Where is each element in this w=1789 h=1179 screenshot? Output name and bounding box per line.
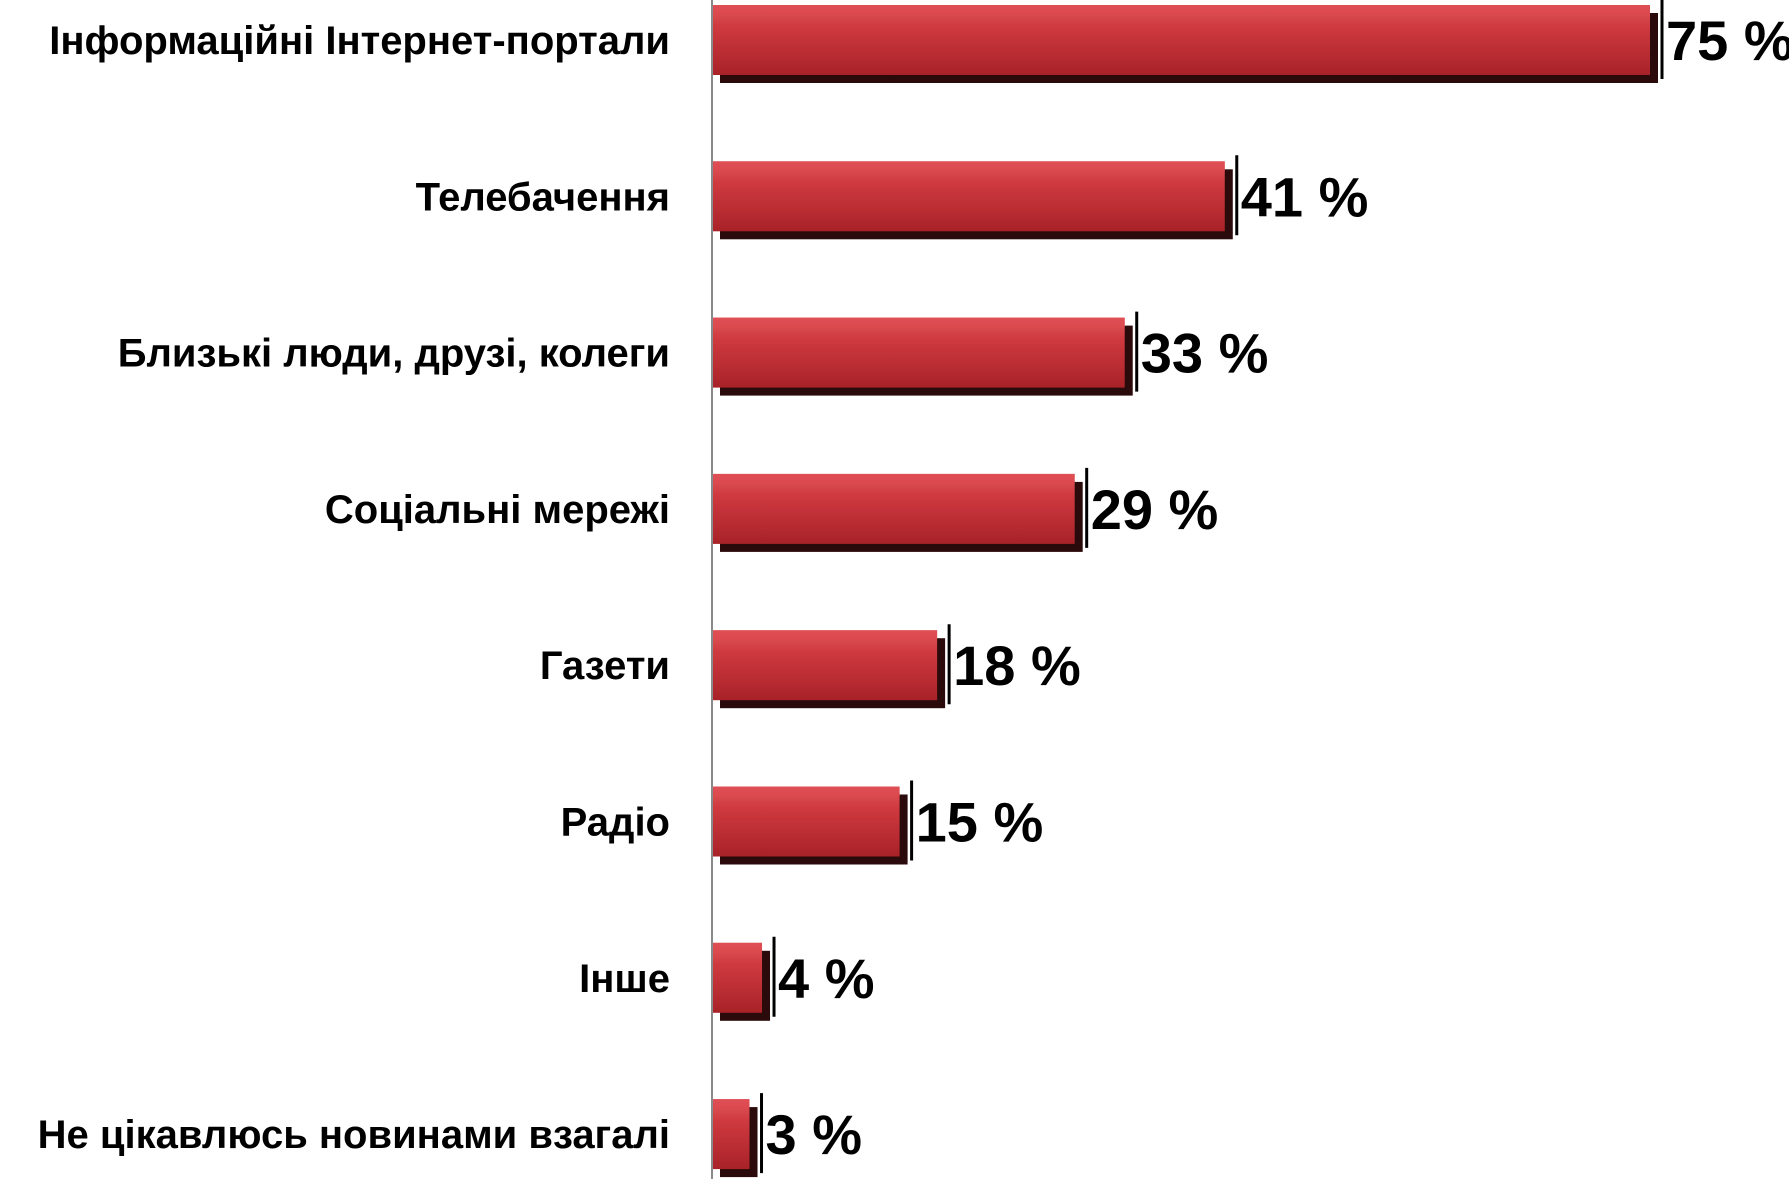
bar-highlight (712, 317, 1125, 328)
bar (712, 5, 1650, 75)
bars-layer (712, 5, 1658, 1178)
category-label: Не цікавлюсь новинами взагалі (38, 1113, 670, 1157)
data-label: 18 % (953, 634, 1081, 697)
bar-highlight (712, 942, 763, 953)
bar-highlight (712, 5, 1650, 15)
bar-highlight (712, 473, 1075, 484)
category-label: Телебачення (416, 175, 670, 219)
bar-highlight (712, 161, 1225, 172)
category-label: Близькі люди, друзі, колеги (118, 332, 670, 376)
data-label: 3 % (766, 1103, 863, 1166)
data-label: 15 % (916, 791, 1044, 854)
category-label: Радіо (561, 801, 670, 845)
data-label: 41 % (1241, 165, 1369, 228)
category-label: Газети (540, 644, 670, 688)
bar-highlight (712, 630, 938, 641)
data-label: 4 % (778, 947, 875, 1010)
bar (712, 1099, 750, 1170)
category-label: Інформаційні Інтернет-портали (49, 19, 670, 63)
bar-highlight (712, 1099, 750, 1110)
bar (712, 473, 1075, 544)
bar (712, 942, 763, 1013)
category-label: Інше (579, 957, 670, 1001)
data-label: 33 % (1141, 322, 1269, 385)
bar (712, 317, 1125, 388)
data-label: 29 % (1091, 478, 1219, 541)
bar (712, 630, 938, 701)
bar (712, 786, 900, 857)
category-label: Соціальні мережі (325, 488, 670, 532)
bar-highlight (712, 786, 900, 797)
data-label: 75 % (1666, 9, 1789, 72)
labels-layer: Інформаційні Інтернет-портали 75 % Телебач… (38, 0, 1789, 1174)
bar (712, 161, 1225, 232)
